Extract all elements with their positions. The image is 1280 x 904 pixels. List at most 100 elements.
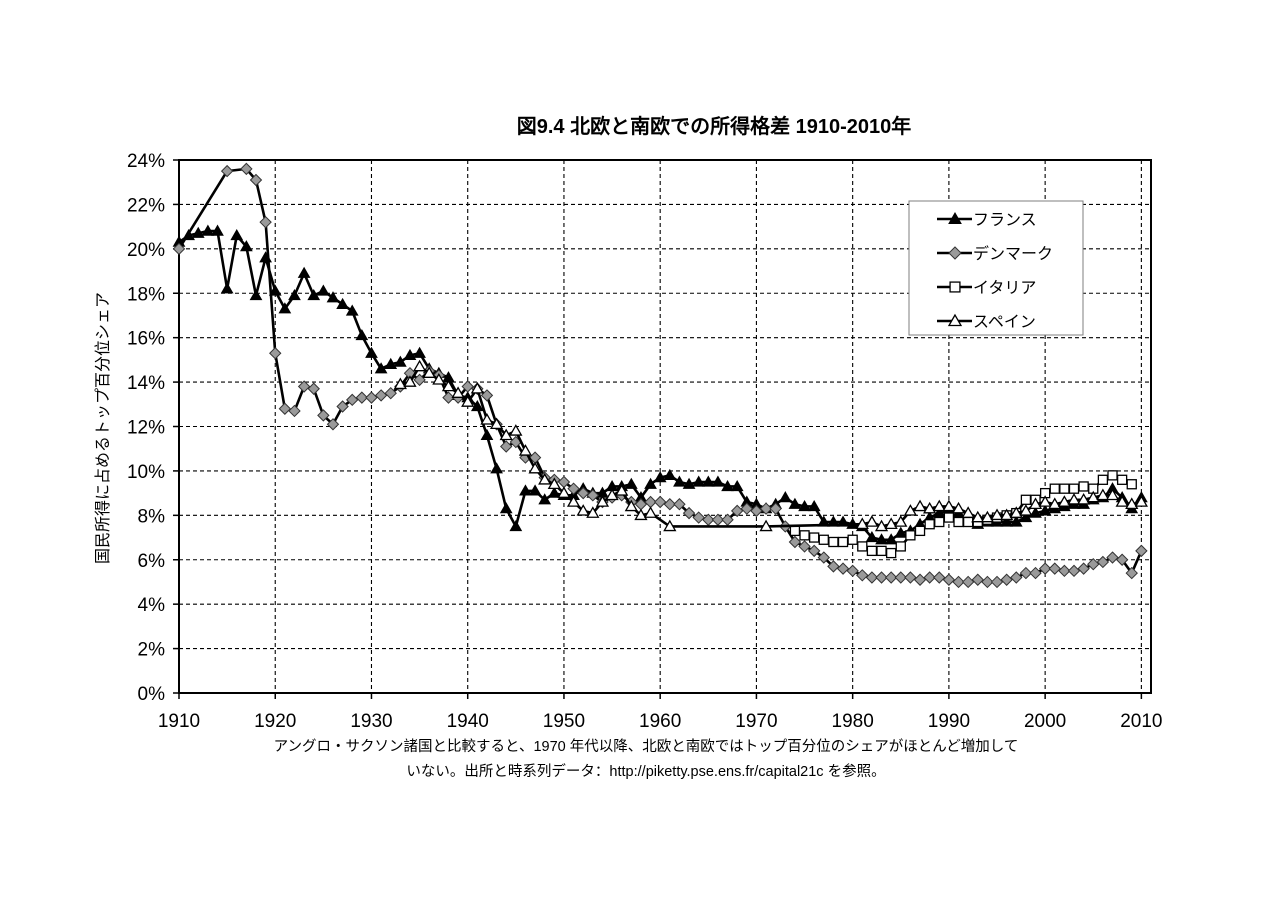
series-3-point bbox=[1009, 506, 1023, 518]
series-0-point bbox=[1000, 515, 1014, 527]
series-1-point bbox=[586, 489, 600, 502]
series-2-point bbox=[962, 516, 974, 528]
series-1-point bbox=[1048, 562, 1061, 575]
series-3-point bbox=[1028, 497, 1043, 510]
series-1-point bbox=[249, 173, 263, 187]
series-3-point bbox=[1086, 490, 1100, 503]
series-1-point bbox=[865, 571, 879, 584]
series-0-point bbox=[191, 226, 205, 238]
x-tick-label: 2010 bbox=[1120, 711, 1162, 732]
series-3-point bbox=[961, 506, 975, 518]
series-0-point bbox=[624, 477, 638, 489]
series-0-point bbox=[884, 533, 898, 545]
series-1-point bbox=[1029, 566, 1042, 580]
series-2-point bbox=[866, 545, 878, 557]
series-1-point bbox=[567, 482, 580, 495]
series-1-point bbox=[1067, 564, 1081, 578]
series-1-point bbox=[269, 347, 282, 360]
series-0-point bbox=[875, 533, 888, 545]
series-1-point bbox=[336, 400, 349, 413]
series-1-point bbox=[1125, 566, 1138, 580]
y-tick-label: 8% bbox=[138, 506, 166, 527]
y-tick-label: 6% bbox=[138, 551, 166, 572]
series-0-point bbox=[721, 479, 734, 492]
series-3-point bbox=[605, 488, 619, 501]
series-1-point bbox=[817, 551, 830, 564]
y-tick-label: 18% bbox=[127, 284, 165, 305]
series-3-point bbox=[489, 417, 504, 430]
series-0-point bbox=[480, 428, 494, 441]
series-1-point bbox=[971, 573, 984, 586]
series-3-point bbox=[624, 499, 638, 512]
series-0-point bbox=[865, 531, 879, 543]
series-3-point bbox=[1057, 495, 1072, 507]
series-0-point bbox=[470, 400, 484, 412]
series-0-point bbox=[268, 284, 282, 296]
series-0-point bbox=[1029, 506, 1042, 518]
series-3-point bbox=[1115, 495, 1129, 507]
series-0-point bbox=[644, 477, 657, 489]
series-1-point bbox=[240, 162, 253, 176]
series-3-point bbox=[1000, 508, 1014, 521]
series-0-point bbox=[509, 519, 523, 532]
series-1-point bbox=[278, 402, 292, 415]
series-1-point bbox=[663, 498, 677, 511]
series-0-point bbox=[701, 475, 715, 487]
series-0-point bbox=[374, 362, 388, 374]
series-1-point bbox=[798, 540, 811, 553]
series-3-point bbox=[461, 395, 475, 407]
x-tick-label: 2000 bbox=[1024, 711, 1066, 732]
series-2-point bbox=[818, 534, 829, 545]
series-0-point bbox=[1038, 504, 1052, 516]
legend-item-2: イタリア bbox=[937, 279, 1036, 297]
y-tick-label: 22% bbox=[127, 195, 165, 216]
series-0-point bbox=[316, 284, 330, 296]
y-tick-label: 10% bbox=[127, 462, 165, 483]
series-1-point bbox=[1106, 551, 1119, 564]
series-2-point bbox=[895, 541, 906, 552]
series-0-point bbox=[711, 475, 725, 487]
series-1-point bbox=[1087, 557, 1100, 571]
legend-label-3: スペイン bbox=[973, 314, 1036, 331]
series-1-point bbox=[788, 535, 802, 549]
series-3-point bbox=[990, 508, 1004, 521]
series-3-point bbox=[1048, 497, 1062, 510]
series-3-point bbox=[538, 472, 552, 485]
series-3-point bbox=[643, 506, 658, 518]
series-0-point bbox=[365, 346, 378, 358]
series-1-point bbox=[856, 569, 869, 582]
series-1-point bbox=[346, 393, 359, 407]
y-tick-label: 4% bbox=[138, 595, 166, 616]
series-2-point bbox=[828, 536, 839, 548]
series-1-point bbox=[384, 386, 397, 400]
series-0-point bbox=[201, 224, 215, 236]
legend-marker-3 bbox=[947, 313, 963, 327]
legend-label-0: フランス bbox=[973, 212, 1037, 229]
series-3-point bbox=[615, 484, 629, 496]
series-1-point bbox=[1077, 562, 1090, 575]
series-1-point bbox=[1038, 562, 1052, 575]
series-1-point bbox=[480, 389, 494, 402]
chart-title: 図9.4 北欧と南欧での所得格差 1910-2010年 bbox=[517, 114, 912, 138]
series-2-point bbox=[1126, 479, 1137, 490]
series-1-point bbox=[827, 560, 840, 573]
x-tick-label: 1950 bbox=[543, 711, 585, 732]
series-2-point bbox=[799, 530, 810, 541]
legend-box bbox=[908, 200, 1084, 336]
series-3-point bbox=[528, 461, 542, 474]
series-1-point bbox=[1019, 566, 1033, 580]
series-3-point bbox=[441, 379, 456, 392]
y-tick-label: 16% bbox=[127, 329, 165, 350]
series-1-point bbox=[413, 373, 426, 387]
series-3-point bbox=[451, 386, 465, 398]
series-1-point bbox=[1096, 555, 1110, 569]
series-3-point bbox=[595, 495, 610, 507]
series-0-point bbox=[538, 493, 552, 505]
legend-marker-1 bbox=[948, 246, 962, 260]
series-3-point bbox=[547, 477, 561, 490]
series-3-point bbox=[1077, 492, 1091, 505]
series-1-point bbox=[923, 571, 936, 584]
series-1-point bbox=[884, 571, 898, 584]
series-0-point bbox=[413, 346, 426, 358]
series-1-point bbox=[653, 495, 667, 509]
